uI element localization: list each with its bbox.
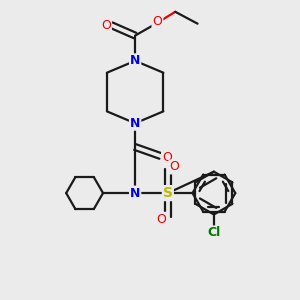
Text: O: O	[152, 15, 162, 28]
Text: S: S	[163, 186, 173, 200]
Text: N: N	[130, 54, 140, 67]
Text: N: N	[130, 187, 140, 200]
Text: O: O	[101, 19, 111, 32]
Text: O: O	[162, 151, 172, 164]
Text: N: N	[130, 117, 140, 130]
Text: Cl: Cl	[207, 226, 220, 239]
Text: O: O	[156, 213, 166, 226]
Text: O: O	[169, 160, 179, 173]
